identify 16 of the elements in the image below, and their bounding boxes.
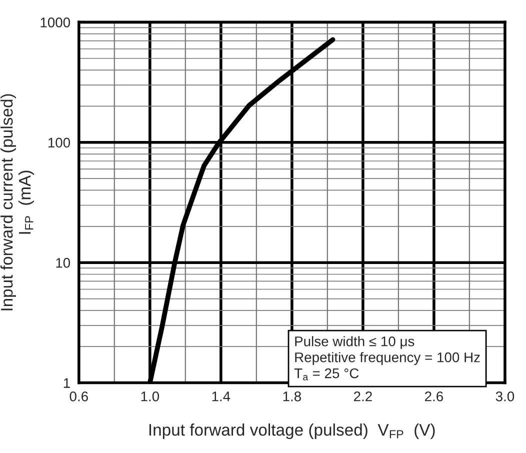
x-axis-title: Input forward voltage (pulsed) V$_{FP}$ (V) (149, 424, 435, 440)
y-tick-label: 100 (48, 138, 70, 148)
y-axis-title: Input forward current (pulsed) I$_{FP}$ (mA) (0, 94, 34, 310)
annotation: Pulse width ≤ 10 μs (295, 336, 414, 349)
y-tick-label: 1 (64, 378, 70, 388)
x-tick-label: 1.8 (283, 391, 301, 402)
x-tick-label: 2.2 (354, 391, 372, 402)
y-tick-label: 10 (56, 258, 70, 268)
x-tick-label: 3.0 (496, 391, 514, 402)
x-tick-label: 2.6 (424, 391, 443, 402)
annotation: T$_{a}$ = 25 °C (294, 368, 359, 380)
annotation: Repetitive frequency = 100 Hz (295, 352, 480, 366)
x-tick-label: 0.6 (70, 391, 88, 402)
x-tick-label: 1.0 (141, 391, 160, 402)
x-tick-label: 1.4 (212, 392, 230, 402)
y-tick-label: 1000 (40, 18, 70, 28)
